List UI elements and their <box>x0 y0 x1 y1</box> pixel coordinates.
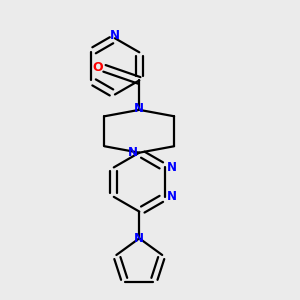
Text: N: N <box>134 102 144 115</box>
Text: N: N <box>134 232 144 245</box>
Text: N: N <box>167 161 176 174</box>
Text: O: O <box>92 61 103 74</box>
Text: N: N <box>167 190 176 203</box>
Text: N: N <box>110 28 120 41</box>
Text: N: N <box>128 146 138 159</box>
